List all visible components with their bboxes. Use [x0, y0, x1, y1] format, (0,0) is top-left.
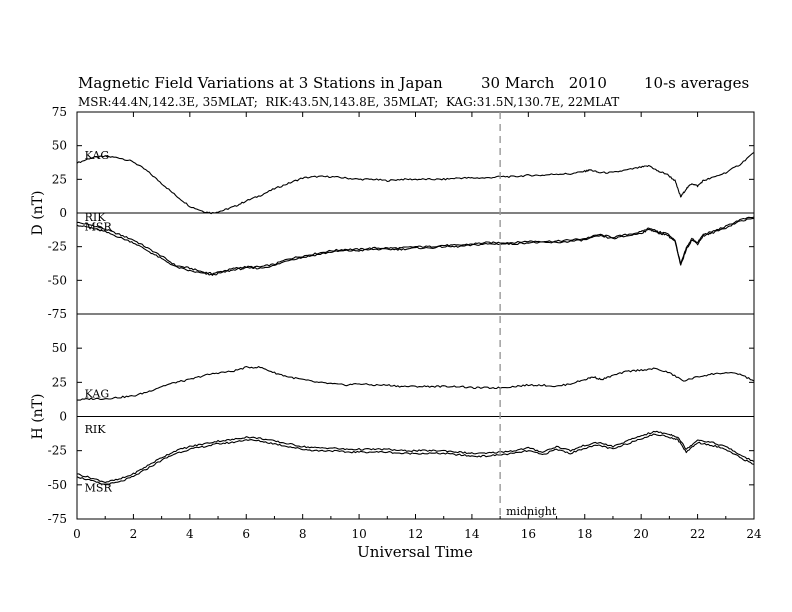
- series-line-kag: [77, 365, 755, 401]
- y-tick-label: -25: [48, 240, 67, 254]
- series-line-msr: [76, 433, 755, 486]
- x-tick-label: 6: [242, 527, 250, 541]
- station-label-msr: MSR: [85, 482, 113, 495]
- y-tick-label: 75: [52, 105, 67, 119]
- chart-title: Magnetic Field Variations at 3 Stations …: [78, 74, 443, 92]
- x-tick-label: 14: [464, 527, 480, 541]
- h-component-panel: 50 25 0 -25 -50 -75 H (nT) KAG RIK MSR: [30, 313, 755, 526]
- x-tick-label: 22: [690, 527, 705, 541]
- station-label-rik: RIK: [85, 211, 107, 224]
- series-line-rik: [77, 430, 755, 484]
- y-tick-label: 50: [52, 139, 67, 153]
- station-label-kag: KAG: [85, 149, 110, 162]
- x-tick-label: 2: [130, 527, 138, 541]
- y-tick-label: -75: [48, 307, 67, 321]
- y-tick-label: 0: [59, 206, 67, 220]
- series-line-msr: [76, 217, 755, 276]
- chart-date: 30 March 2010: [481, 74, 607, 92]
- chart-subtitle: MSR:44.4N,142.3E, 35MLAT; RIK:43.5N,143.…: [78, 95, 619, 109]
- y-tick-label: -50: [48, 478, 67, 492]
- y-axis-label: H (nT): [30, 394, 46, 440]
- x-axis-label: Universal Time: [357, 543, 473, 561]
- x-tick-label: 24: [746, 527, 762, 541]
- x-tick-label: 16: [521, 527, 536, 541]
- y-axis-label: D (nT): [30, 191, 46, 236]
- station-label-kag: KAG: [85, 387, 110, 400]
- x-tick-label: 0: [73, 527, 81, 541]
- y-tick-label: -75: [48, 512, 67, 526]
- y-tick-label: 0: [59, 410, 67, 424]
- x-tick-label: 12: [408, 527, 423, 541]
- y-tick-label: 25: [52, 375, 67, 389]
- x-tick-label: 4: [186, 527, 194, 541]
- x-axis: 0 2 4 6 8 10 12 14 16 18 20 22 24: [73, 112, 762, 541]
- y-tick-label: -25: [48, 444, 67, 458]
- station-label-rik: RIK: [85, 423, 107, 436]
- series-line-rik: [77, 216, 755, 275]
- series-line-kag: [76, 151, 755, 215]
- y-tick-label: 25: [52, 172, 67, 186]
- x-tick-label: 20: [634, 527, 649, 541]
- chart-averaging: 10-s averages: [644, 74, 749, 92]
- midnight-label: midnight: [506, 505, 557, 518]
- x-tick-label: 10: [351, 527, 366, 541]
- x-tick-label: 18: [577, 527, 592, 541]
- x-tick-label: 8: [299, 527, 307, 541]
- station-label-msr: MSR: [85, 220, 113, 233]
- y-tick-label: -50: [48, 273, 67, 287]
- y-tick-label: 50: [52, 341, 67, 355]
